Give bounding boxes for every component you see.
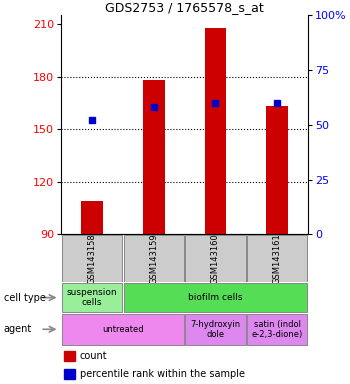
Bar	[62, 235, 122, 282]
Bar	[62, 314, 184, 345]
Bar	[124, 283, 307, 312]
Text: satin (indol
e-2,3-dione): satin (indol e-2,3-dione)	[252, 319, 303, 339]
Text: count: count	[80, 351, 107, 361]
Text: GSM143158: GSM143158	[88, 233, 97, 284]
Text: suspension
cells: suspension cells	[67, 288, 117, 307]
Bar	[266, 106, 288, 234]
Title: GDS2753 / 1765578_s_at: GDS2753 / 1765578_s_at	[105, 1, 264, 14]
Text: percentile rank within the sample: percentile rank within the sample	[80, 369, 245, 379]
Bar	[62, 283, 122, 312]
Text: 7-hydroxyin
dole: 7-hydroxyin dole	[190, 319, 240, 339]
Bar	[185, 314, 246, 345]
Bar	[64, 369, 75, 379]
Text: agent: agent	[4, 324, 32, 334]
Bar	[247, 314, 307, 345]
Bar	[81, 201, 103, 234]
Bar	[185, 235, 246, 282]
Text: cell type: cell type	[4, 293, 46, 303]
Text: GSM143159: GSM143159	[149, 233, 158, 283]
Bar	[205, 28, 226, 234]
Text: untreated: untreated	[102, 325, 144, 334]
Text: GSM143160: GSM143160	[211, 233, 220, 284]
Bar	[143, 80, 164, 234]
Bar	[247, 235, 307, 282]
Text: GSM143161: GSM143161	[273, 233, 282, 284]
Text: biofilm cells: biofilm cells	[188, 293, 243, 302]
Bar	[124, 235, 184, 282]
Bar	[64, 351, 75, 361]
